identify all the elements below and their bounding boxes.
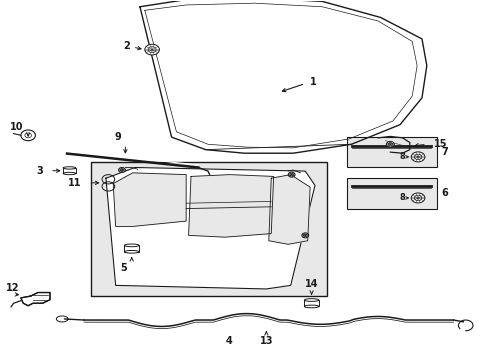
Text: 6: 6 [441, 188, 447, 198]
Circle shape [301, 233, 308, 238]
Text: 9: 9 [115, 132, 121, 142]
Bar [304, 300, 318, 306]
Text: 8: 8 [398, 193, 404, 202]
Text: 12: 12 [6, 283, 20, 293]
Circle shape [410, 193, 424, 203]
Bar [124, 246, 139, 252]
Text: 4: 4 [225, 337, 232, 346]
Text: 10: 10 [10, 122, 23, 132]
Polygon shape [106, 167, 314, 289]
Polygon shape [21, 293, 50, 306]
Ellipse shape [304, 299, 318, 301]
Text: 2: 2 [123, 41, 130, 51]
Circle shape [118, 167, 125, 172]
Ellipse shape [63, 167, 76, 169]
Circle shape [410, 152, 424, 162]
Circle shape [386, 141, 393, 147]
Ellipse shape [124, 251, 139, 253]
Text: 13: 13 [259, 337, 273, 346]
Circle shape [144, 44, 159, 55]
Ellipse shape [304, 305, 318, 308]
Polygon shape [188, 175, 273, 237]
Text: 8: 8 [398, 152, 404, 161]
Polygon shape [268, 175, 309, 244]
Polygon shape [113, 173, 186, 226]
Text: 15: 15 [433, 139, 447, 149]
Ellipse shape [63, 172, 76, 175]
Text: 5: 5 [121, 263, 127, 273]
Bar [346, 178, 436, 208]
Bar [63, 168, 76, 174]
Text: 11: 11 [68, 178, 81, 188]
Text: 14: 14 [304, 279, 318, 289]
Circle shape [287, 172, 294, 177]
Text: 1: 1 [309, 77, 316, 87]
Bar [91, 162, 326, 296]
Text: 7: 7 [441, 147, 447, 157]
Text: 3: 3 [36, 166, 42, 176]
Bar [346, 137, 436, 167]
Ellipse shape [124, 244, 139, 247]
